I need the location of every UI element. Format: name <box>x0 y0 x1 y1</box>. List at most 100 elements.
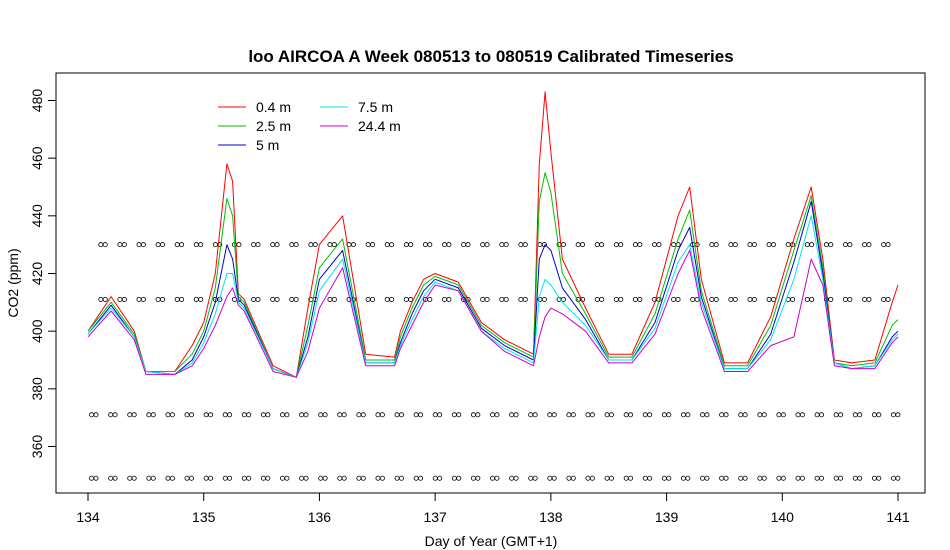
chart-title: loo AIRCOA A Week 080513 to 080519 Calib… <box>248 47 733 66</box>
x-tick-label: 136 <box>308 509 332 525</box>
flag-marker <box>198 242 204 248</box>
series-line-24-4-m <box>87 249 899 378</box>
series-line-2-5-m <box>87 172 899 378</box>
flag-marker <box>274 296 280 302</box>
flag-marker <box>265 412 271 418</box>
flag-marker <box>465 242 471 248</box>
flag-marker <box>560 242 566 248</box>
y-axis-label: CO2 (ppm) <box>5 248 21 317</box>
flag-marker <box>331 242 337 248</box>
flag-marker <box>780 412 786 418</box>
flag-marker <box>236 242 242 248</box>
flag-marker <box>112 412 118 418</box>
flag-marker <box>188 475 194 481</box>
flag-marker <box>475 412 481 418</box>
flag-marker <box>188 412 194 418</box>
flag-marker <box>637 242 643 248</box>
x-tick-label: 135 <box>192 509 216 525</box>
y-axis: 360 380 400 420 440 460 480 <box>29 89 57 458</box>
flag-marker <box>541 296 547 302</box>
flag-marker <box>618 242 624 248</box>
flag-marker <box>494 475 500 481</box>
flag-marker <box>227 475 233 481</box>
flag-marker <box>408 296 414 302</box>
x-tick-label: 139 <box>655 509 679 525</box>
flag-marker <box>828 296 834 302</box>
flag-marker <box>704 412 710 418</box>
flag-marker <box>838 475 844 481</box>
flag-marker <box>570 475 576 481</box>
flag-marker <box>93 475 99 481</box>
flag-marker <box>140 296 146 302</box>
flag-marker <box>647 412 653 418</box>
flag-marker <box>532 412 538 418</box>
flag-marker <box>93 412 99 418</box>
flag-marker <box>169 475 175 481</box>
flag-marker <box>331 296 337 302</box>
flag-marker <box>293 296 299 302</box>
flag-marker <box>227 412 233 418</box>
flag-marker <box>427 242 433 248</box>
flag-marker <box>217 242 223 248</box>
flag-marker <box>427 296 433 302</box>
flag-marker <box>150 412 156 418</box>
flag-marker <box>685 475 691 481</box>
flag-marker <box>857 412 863 418</box>
flag-marker <box>322 412 328 418</box>
flag-marker <box>484 242 490 248</box>
flag-marker <box>131 475 137 481</box>
flag-marker <box>723 475 729 481</box>
legend-label: 24.4 m <box>358 118 401 134</box>
flag-marker <box>570 412 576 418</box>
flag-marker <box>169 412 175 418</box>
flag-marker <box>360 412 366 418</box>
legend-label: 0.4 m <box>256 99 291 115</box>
flag-marker <box>637 296 643 302</box>
flag-marker <box>876 412 882 418</box>
flag-marker <box>589 412 595 418</box>
x-axis: 134 135 136 137 138 139 140 141 <box>76 492 910 525</box>
flag-marker <box>102 242 108 248</box>
flag-marker <box>780 475 786 481</box>
flag-marker <box>895 412 901 418</box>
flag-marker <box>666 475 672 481</box>
flag-marker <box>732 242 738 248</box>
flag-marker <box>121 242 127 248</box>
flag-marker <box>284 475 290 481</box>
flag-marker <box>246 475 252 481</box>
flag-marker <box>522 296 528 302</box>
flag-marker <box>809 296 815 302</box>
series-line-5-m <box>87 200 899 378</box>
flag-marker <box>838 412 844 418</box>
flag-marker <box>560 296 566 302</box>
flag-marker <box>589 475 595 481</box>
flag-marker <box>809 242 815 248</box>
flag-marker <box>819 412 825 418</box>
flag-marker <box>341 412 347 418</box>
flag-marker <box>742 475 748 481</box>
x-tick-label: 134 <box>76 509 100 525</box>
flag-marker <box>799 475 805 481</box>
flag-marker <box>398 412 404 418</box>
flag-marker <box>503 296 509 302</box>
flag-marker <box>265 475 271 481</box>
flag-marker <box>847 242 853 248</box>
flag-marker <box>379 412 385 418</box>
flag-marker <box>675 296 681 302</box>
flag-marker <box>312 242 318 248</box>
y-tick-label: 480 <box>29 89 45 113</box>
flag-marker <box>713 242 719 248</box>
x-tick-label: 137 <box>423 509 447 525</box>
flag-marker <box>150 475 156 481</box>
flag-marker <box>761 475 767 481</box>
flag-marker <box>208 412 214 418</box>
flag-marker <box>628 475 634 481</box>
flag-marker <box>456 412 462 418</box>
series-line-0-4-m <box>87 91 899 378</box>
flag-marker <box>208 475 214 481</box>
flag-marker <box>370 242 376 248</box>
flag-marker <box>876 475 882 481</box>
flag-marker <box>418 475 424 481</box>
flag-marker <box>112 475 118 481</box>
